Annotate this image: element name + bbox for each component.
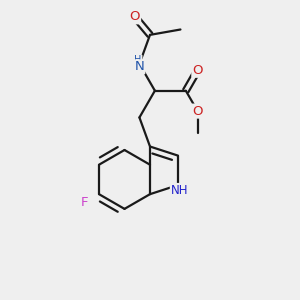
Text: NH: NH [171,184,188,197]
Text: H: H [134,56,142,65]
Text: O: O [192,64,203,77]
Text: N: N [135,60,144,74]
Text: F: F [81,196,89,209]
Text: O: O [192,105,203,118]
Text: O: O [130,10,140,23]
